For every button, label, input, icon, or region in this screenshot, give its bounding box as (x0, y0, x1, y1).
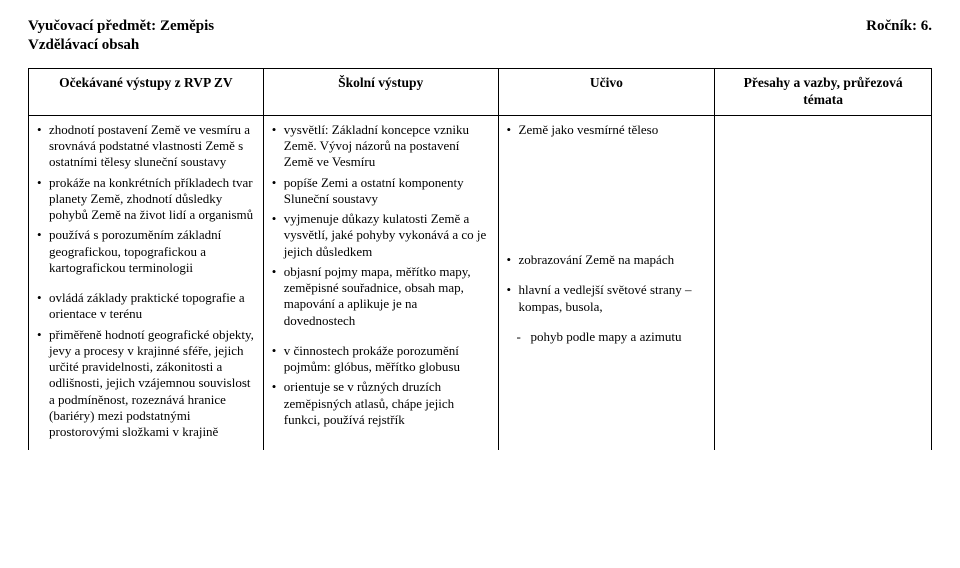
subject: Vyučovací předmět: Zeměpis (28, 18, 214, 35)
spacer (507, 142, 707, 252)
subject-label: Vyučovací předmět: (28, 18, 156, 34)
spacer (507, 319, 707, 329)
cell-presahy (715, 115, 932, 450)
col-header-rvp: Očekávané výstupy z RVP ZV (29, 69, 264, 116)
list-item: pohyb podle mapy a azimutu (507, 329, 707, 345)
list-item: objasní pojmy mapa, měřítko mapy, zeměpi… (272, 264, 490, 329)
list-item: používá s porozuměním základní geografic… (37, 227, 255, 276)
list-item: vyjmenuje důkazy kulatosti Země a vysvět… (272, 211, 490, 260)
skolni-list-1: vysvětlí: Základní koncepce vzniku Země.… (272, 122, 490, 329)
cell-skolni: vysvětlí: Základní koncepce vzniku Země.… (263, 115, 498, 450)
cell-rvp: zhodnotí postavení Země ve vesmíru a sro… (29, 115, 264, 450)
list-item: vysvětlí: Základní koncepce vzniku Země.… (272, 122, 490, 171)
rvp-list-2: ovládá základy praktické topografie a or… (37, 290, 255, 440)
ucivo-list-3: hlavní a vedlejší světové strany – kompa… (507, 282, 707, 315)
cell-ucivo: Země jako vesmírné těleso zobrazování Ze… (498, 115, 715, 450)
col-header-skolni: Školní výstupy (263, 69, 498, 116)
skolni-list-2: v činnostech prokáže porozumění pojmům: … (272, 343, 490, 428)
list-item: Země jako vesmírné těleso (507, 122, 707, 138)
spacer (37, 280, 255, 290)
col-header-ucivo: Učivo (498, 69, 715, 116)
spacer (507, 272, 707, 282)
ucivo-list-4: pohyb podle mapy a azimutu (507, 329, 707, 345)
list-item: prokáže na konkrétních příkladech tvar p… (37, 175, 255, 224)
rvp-list-1: zhodnotí postavení Země ve vesmíru a sro… (37, 122, 255, 276)
grade: Ročník: 6. (866, 18, 932, 35)
section-title: Vzdělávací obsah (28, 37, 932, 54)
list-item: ovládá základy praktické topografie a or… (37, 290, 255, 323)
list-item: přiměřeně hodnotí geografické objekty, j… (37, 327, 255, 441)
list-item: popíše Zemi a ostatní komponenty Slunečn… (272, 175, 490, 208)
table-row: zhodnotí postavení Země ve vesmíru a sro… (29, 115, 932, 450)
grade-label: Ročník: (866, 18, 917, 34)
table-header-row: Očekávané výstupy z RVP ZV Školní výstup… (29, 69, 932, 116)
subject-value: Zeměpis (160, 18, 214, 34)
page: Vyučovací předmět: Zeměpis Ročník: 6. Vz… (0, 0, 960, 450)
spacer (272, 333, 490, 343)
grade-value: 6. (921, 18, 932, 34)
list-item: zobrazování Země na mapách (507, 252, 707, 268)
ucivo-list-1: Země jako vesmírné těleso (507, 122, 707, 138)
curriculum-table: Očekávané výstupy z RVP ZV Školní výstup… (28, 68, 932, 450)
col-header-presahy: Přesahy a vazby, průřezová témata (715, 69, 932, 116)
list-item: hlavní a vedlejší světové strany – kompa… (507, 282, 707, 315)
list-item: zhodnotí postavení Země ve vesmíru a sro… (37, 122, 255, 171)
header-row: Vyučovací předmět: Zeměpis Ročník: 6. (28, 18, 932, 35)
list-item: v činnostech prokáže porozumění pojmům: … (272, 343, 490, 376)
list-item: orientuje se v různých druzích zeměpisný… (272, 379, 490, 428)
ucivo-list-2: zobrazování Země na mapách (507, 252, 707, 268)
